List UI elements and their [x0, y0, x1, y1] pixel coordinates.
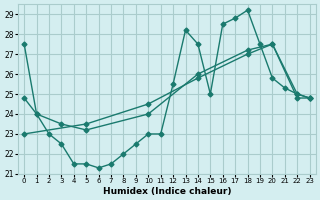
X-axis label: Humidex (Indice chaleur): Humidex (Indice chaleur) [103, 187, 231, 196]
